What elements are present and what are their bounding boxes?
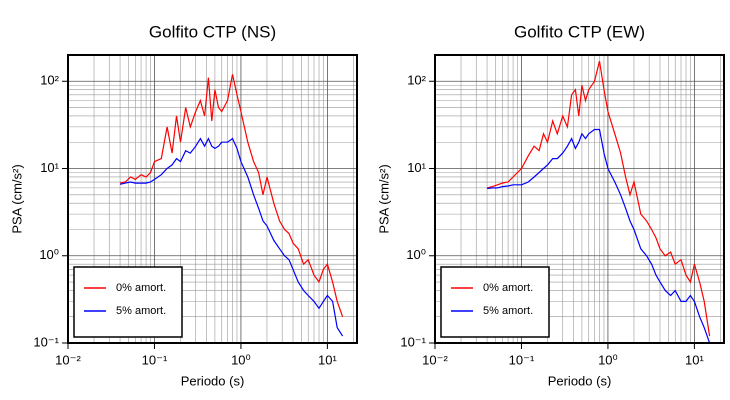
x-tick-label: 10⁰ (231, 352, 251, 367)
x-tick-label: 10⁻¹ (509, 352, 535, 367)
y-tick-label: 10⁰ (406, 247, 426, 262)
series-line (119, 137, 344, 337)
y-tick-label: 10⁻¹ (400, 334, 426, 349)
x-axis-label: Periodo (s) (548, 373, 612, 388)
panel: 10⁻² 10⁻¹ 10⁰ 10¹ 10⁻¹ 10⁰ 10¹ 10² Golfito CTP (… (9, 22, 358, 388)
y-tick-label: 10¹ (407, 160, 426, 175)
x-tick-label: 10⁻² (422, 352, 448, 367)
legend-label: 5% amort. (116, 305, 166, 317)
x-axis-label: Periodo (s) (181, 373, 245, 388)
plot-frame (67, 54, 358, 344)
y-tick-label: 10² (40, 73, 59, 88)
y-tick-label: 10¹ (40, 160, 59, 175)
y-tick-label: 10⁰ (39, 247, 59, 262)
x-tick-label: 10¹ (318, 352, 337, 367)
y-tick-label: 10⁻¹ (33, 334, 59, 349)
legend-label: 5% amort. (483, 305, 533, 317)
series-line (486, 61, 711, 337)
chart-title: Golfito CTP (NS) (149, 22, 276, 41)
x-tick-label: 10⁰ (598, 352, 618, 367)
y-tick-label: 10² (407, 73, 426, 88)
panel: 10⁻² 10⁻¹ 10⁰ 10¹ 10⁻¹ 10⁰ 10¹ 10² Golfito CTP (… (376, 22, 725, 388)
x-tick-label: 10⁻¹ (142, 352, 168, 367)
legend-box (73, 266, 183, 338)
x-tick-label: 10¹ (685, 352, 704, 367)
legend-label: 0% amort. (483, 282, 533, 294)
series-line (487, 128, 711, 344)
legend-label: 0% amort. (116, 282, 166, 294)
chart-title: Golfito CTP (EW) (514, 22, 645, 41)
series-line (119, 74, 344, 317)
plot-frame (434, 54, 725, 344)
y-axis-label: PSA (cm/s²) (376, 164, 391, 233)
y-axis-label: PSA (cm/s²) (9, 164, 24, 233)
x-tick-label: 10⁻² (55, 352, 81, 367)
legend-box (440, 266, 550, 338)
